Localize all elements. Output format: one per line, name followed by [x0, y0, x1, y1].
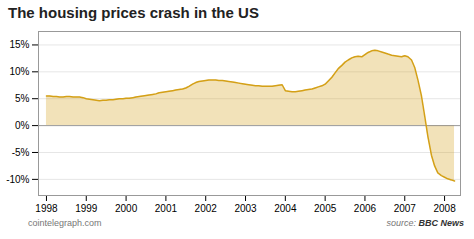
html-text:cointelegraph.com: cointelegraph.com	[28, 218, 102, 228]
svg-text:2004: 2004	[274, 203, 297, 214]
svg-text:10%: 10%	[9, 66, 29, 77]
svg-text:2000: 2000	[115, 203, 138, 214]
html-text:source: BBC News: source: BBC News	[386, 218, 464, 228]
svg-text:2003: 2003	[234, 203, 257, 214]
svg-text:2008: 2008	[433, 203, 456, 214]
svg-text:0%: 0%	[15, 120, 30, 131]
svg-text:1998: 1998	[35, 203, 58, 214]
svg-text:2001: 2001	[155, 203, 178, 214]
svg-text:-5%: -5%	[12, 147, 30, 158]
svg-text:2006: 2006	[354, 203, 377, 214]
html-text:The housing prices crash in th: The housing prices crash in the US	[8, 4, 259, 21]
svg-text:1999: 1999	[75, 203, 98, 214]
svg-text:2002: 2002	[195, 203, 218, 214]
svg-text:-10%: -10%	[6, 174, 29, 185]
svg-text:2005: 2005	[314, 203, 337, 214]
svg-text:5%: 5%	[15, 93, 30, 104]
svg-text:15%: 15%	[9, 39, 29, 50]
svg-text:2007: 2007	[394, 203, 417, 214]
